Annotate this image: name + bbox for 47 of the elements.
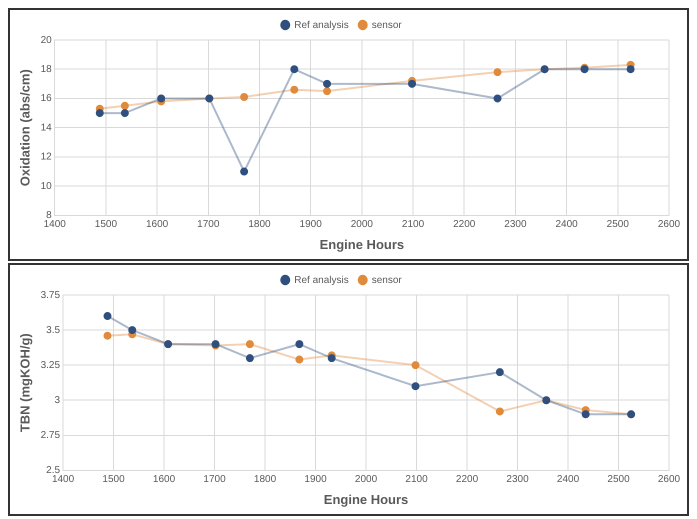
x-tick-label: 2300 bbox=[504, 219, 527, 230]
x-tick-label: 1600 bbox=[152, 474, 176, 486]
x-tick-label: 2600 bbox=[658, 474, 681, 486]
x-tick-label: 1800 bbox=[254, 474, 277, 486]
y-tick-label: 3 bbox=[54, 394, 60, 406]
x-axis-title: Engine Hours bbox=[320, 236, 404, 252]
y-tick-label: 3.25 bbox=[40, 360, 60, 371]
y-axis-title: Oxidation (abs/cm) bbox=[17, 69, 32, 186]
y-tick-label: 10 bbox=[40, 180, 52, 192]
x-tick-label: 2300 bbox=[506, 474, 530, 486]
x-tick-label: 1900 bbox=[304, 474, 328, 486]
x-tick-label: 1600 bbox=[146, 219, 169, 230]
y-tick-label: 3.75 bbox=[40, 290, 60, 301]
legend-label: Ref analysis bbox=[294, 20, 349, 31]
y-tick-label: 2.5 bbox=[46, 465, 60, 476]
x-tick-label: 2200 bbox=[453, 219, 476, 230]
x-tick-label: 1400 bbox=[52, 474, 75, 486]
x-tick-label: 2100 bbox=[405, 474, 428, 486]
x-tick-label: 1400 bbox=[44, 219, 66, 230]
x-tick-label: 1900 bbox=[300, 219, 322, 230]
x-tick-label: 1500 bbox=[94, 219, 118, 230]
y-tick-label: 3.5 bbox=[46, 324, 60, 336]
x-tick-label: 2000 bbox=[350, 219, 374, 230]
legend-label: sensor bbox=[372, 274, 402, 286]
legend-label: sensor bbox=[372, 20, 402, 31]
y-tick-label: 8 bbox=[46, 210, 52, 222]
x-tick-label: 2100 bbox=[402, 219, 425, 230]
x-tick-label: 2400 bbox=[556, 474, 580, 486]
x-tick-label: 1800 bbox=[248, 219, 272, 230]
y-tick-label: 12 bbox=[40, 152, 52, 163]
x-tick-label: 2400 bbox=[555, 219, 578, 230]
x-tick-label: 2500 bbox=[607, 474, 630, 486]
x-tick-label: 1700 bbox=[203, 474, 226, 486]
y-tick-label: 18 bbox=[40, 64, 52, 75]
x-tick-label: 2000 bbox=[354, 474, 378, 486]
y-tick-label: 20 bbox=[40, 34, 52, 46]
x-tick-label: 1500 bbox=[102, 474, 126, 486]
y-tick-label: 16 bbox=[40, 93, 52, 104]
y-tick-label: 14 bbox=[40, 122, 52, 134]
y-axis-title: TBN (mgKOH/g) bbox=[17, 333, 32, 432]
x-tick-label: 2200 bbox=[456, 474, 479, 486]
x-tick-label: 2600 bbox=[658, 219, 681, 230]
legend-label: Ref analysis bbox=[294, 274, 349, 286]
x-tick-label: 1700 bbox=[197, 219, 220, 230]
x-axis-title: Engine Hours bbox=[324, 492, 408, 507]
x-tick-label: 2500 bbox=[606, 219, 630, 230]
y-tick-label: 2.75 bbox=[40, 430, 60, 442]
